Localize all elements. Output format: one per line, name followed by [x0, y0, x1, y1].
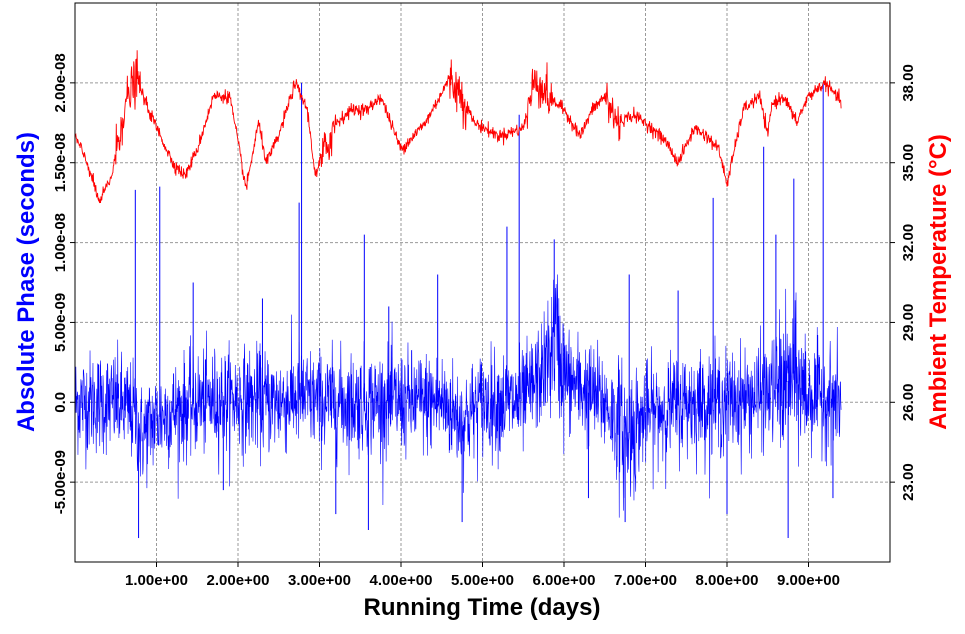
x-tick-label-9: 9.00e+00 — [777, 572, 840, 589]
phase-series — [74, 82, 842, 539]
x-tick-label-5: 5.00e+00 — [451, 572, 514, 589]
x-tick-label-8: 8.00e+00 — [696, 572, 759, 589]
right-tick-label-2: 26.00 — [900, 384, 917, 422]
right-axis-ticks: 23.00 26.00 29.00 32.00 35.00 38.00 — [890, 64, 917, 501]
left-axis-ticks: -5.00e-09 0.0 5.00e-09 1.00e-08 1.50e-08 2.00… — [52, 53, 75, 514]
right-tick-label-1: 23.00 — [900, 463, 917, 501]
left-tick-label-2: 0.0 — [52, 392, 69, 413]
x-tick-label-4: 4.00e+00 — [370, 572, 433, 589]
x-tick-label-3: 3.00e+00 — [288, 572, 351, 589]
temperature-series — [74, 50, 842, 204]
x-tick-label-6: 6.00e+00 — [533, 572, 596, 589]
x-tick-label-2: 2.00e+00 — [207, 572, 270, 589]
left-tick-label-5: 1.50e-08 — [52, 133, 69, 192]
right-tick-label-3: 29.00 — [900, 304, 917, 342]
right-axis-title: Ambient Temperature (°C) — [925, 134, 952, 430]
right-tick-label-4: 32.00 — [900, 224, 917, 262]
left-tick-label-4: 1.00e-08 — [52, 213, 69, 272]
x-axis-ticks: 1.00e+00 2.00e+00 3.00e+00 4.00e+00 5.00e+00… — [125, 562, 840, 589]
x-tick-label-1: 1.00e+00 — [125, 572, 188, 589]
left-tick-label-6: 2.00e-08 — [52, 53, 69, 112]
right-tick-label-5: 35.00 — [900, 144, 917, 182]
left-axis-title: Absolute Phase (seconds) — [13, 132, 40, 432]
temperature-line — [74, 50, 842, 204]
left-tick-label-1: -5.00e-09 — [52, 450, 69, 514]
x-axis-title: Running Time (days) — [364, 594, 601, 621]
phase-line — [74, 274, 842, 518]
left-tick-label-3: 5.00e-09 — [52, 293, 69, 352]
right-tick-label-6: 38.00 — [900, 64, 917, 102]
x-tick-label-7: 7.00e+00 — [614, 572, 677, 589]
